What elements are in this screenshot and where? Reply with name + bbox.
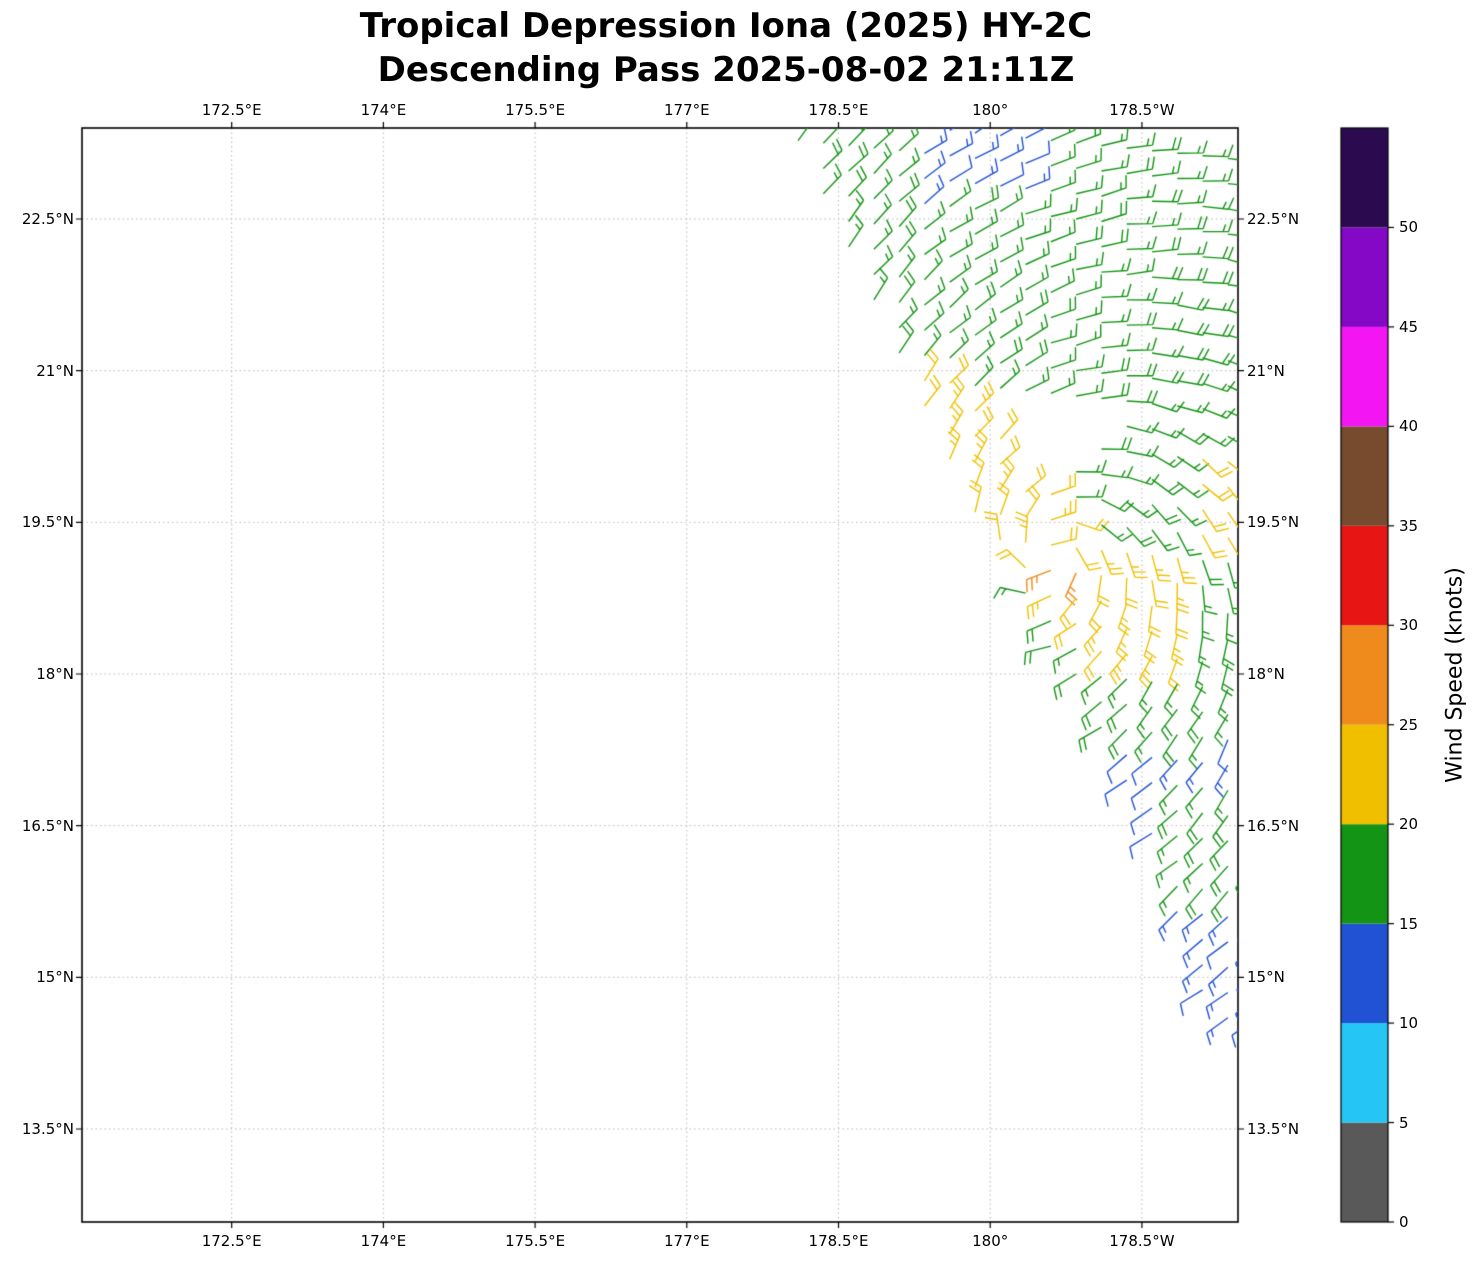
colorbar-label: Wind Speed (knots) xyxy=(1442,567,1468,783)
chart-subtitle: Descending Pass 2025-08-02 21:11Z xyxy=(377,50,1075,90)
chart-title: Tropical Depression Iona (2025) HY-2C xyxy=(359,6,1093,46)
